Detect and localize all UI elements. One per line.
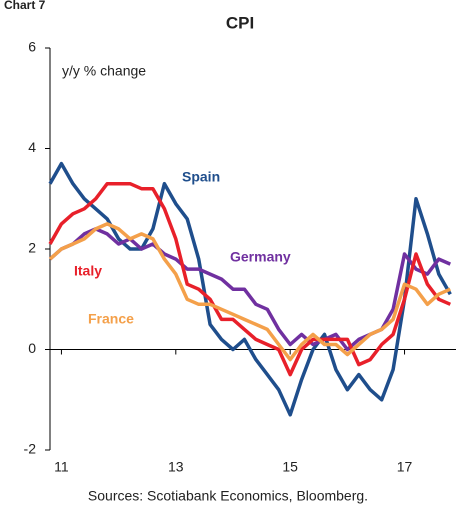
series-label: Germany bbox=[230, 249, 291, 265]
chart-title: CPI bbox=[226, 13, 254, 32]
line-series bbox=[48, 222, 451, 362]
series-label: France bbox=[88, 311, 134, 327]
y-tick-label: 2 bbox=[28, 240, 36, 256]
series-label: Italy bbox=[74, 263, 102, 279]
chart-label: Chart 7 bbox=[4, 0, 46, 12]
y-axis-label: y/y % change bbox=[62, 63, 146, 79]
y-tick-label: 0 bbox=[28, 340, 36, 356]
y-tick-label: 4 bbox=[28, 139, 36, 155]
line-series bbox=[48, 161, 452, 417]
x-tick-label: 13 bbox=[168, 459, 184, 475]
x-tick-label: 15 bbox=[282, 459, 298, 475]
y-tick-label: 6 bbox=[28, 39, 36, 55]
line-series bbox=[48, 227, 451, 352]
x-tick-label: 17 bbox=[397, 459, 413, 475]
line-series bbox=[48, 181, 451, 377]
source: Sources: Scotiabank Economics, Bloomberg… bbox=[88, 488, 368, 504]
x-tick-label: 11 bbox=[54, 459, 69, 475]
series-label: Spain bbox=[182, 169, 220, 185]
y-tick-label: -2 bbox=[24, 441, 37, 457]
